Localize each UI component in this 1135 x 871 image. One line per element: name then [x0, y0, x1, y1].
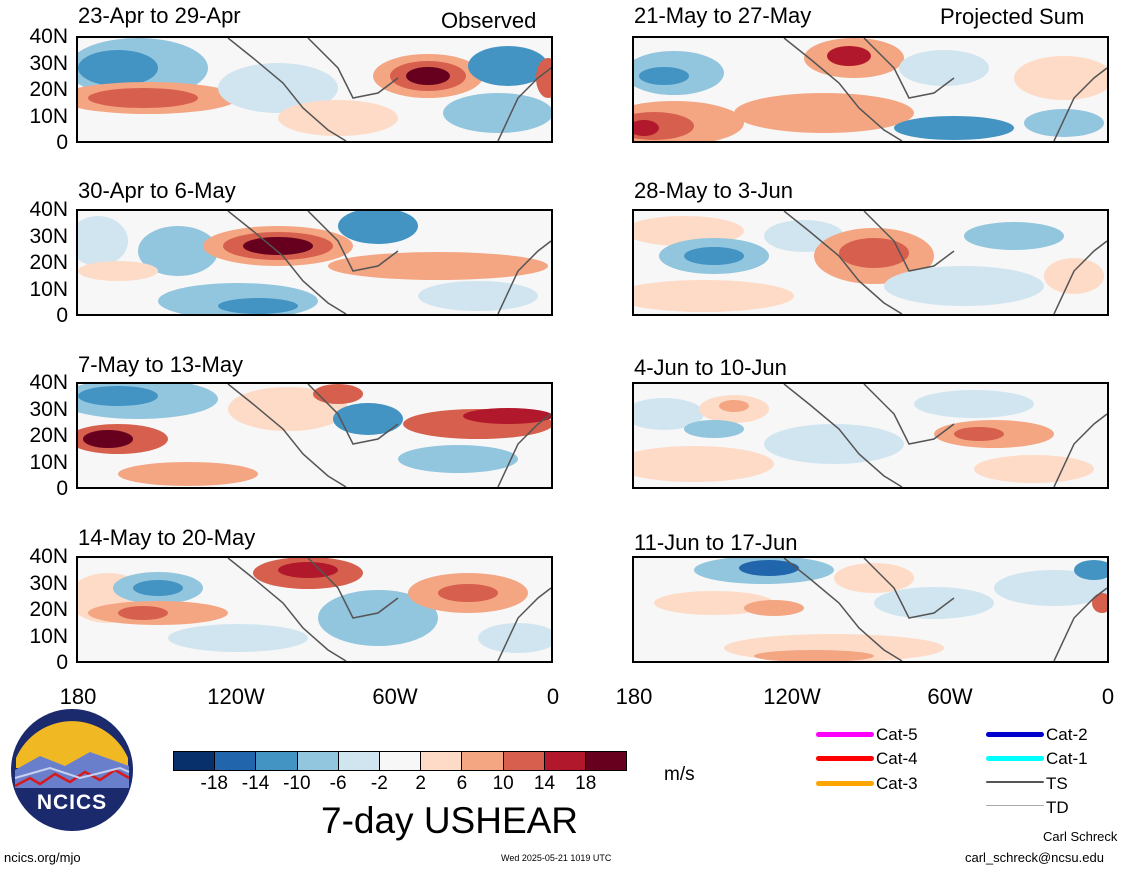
ncics-logo: NCICS — [10, 708, 134, 832]
map-panel-observed-4 — [76, 556, 553, 663]
y-tick-row2-4: 0 — [56, 304, 68, 327]
y-tick-row4-0: 40N — [29, 545, 68, 568]
legend-label-ts: TS — [1046, 774, 1068, 793]
author-name: Carl Schreck — [1043, 829, 1118, 844]
y-tick-row4-4: 0 — [56, 651, 68, 674]
colorbar-label-4: -2 — [370, 773, 388, 794]
y-tick-row4-1: 30N — [29, 571, 68, 595]
colorbar-swatch-10 — [585, 752, 627, 770]
colorbar-label-3: -6 — [329, 773, 347, 794]
map-panel-projected-1 — [632, 36, 1109, 143]
colorbar-swatch-0 — [174, 752, 216, 770]
y-tick-row3-1: 30N — [29, 397, 68, 421]
colorbar-swatch-5 — [379, 752, 422, 770]
colorbar-swatch-9 — [544, 752, 586, 770]
legend-line-cat-5 — [816, 732, 874, 737]
observed-label: Observed — [441, 8, 537, 33]
source-url[interactable]: ncics.org/mjo — [4, 850, 81, 865]
colorbar-swatch-2 — [256, 752, 298, 770]
x-tick-right-0: 0 — [1101, 684, 1115, 709]
y-tick-row3-3: 10N — [29, 450, 68, 474]
map-panel-projected-2 — [632, 209, 1109, 316]
map-panel-projected-4 — [632, 556, 1109, 663]
y-tick-row3-2: 20N — [29, 424, 68, 447]
colorbar-label-2: -10 — [283, 773, 311, 794]
map-panel-observed-1 — [76, 36, 553, 143]
map-panel-observed-2 — [76, 209, 553, 316]
panel-title-observed-1: 23-Apr to 29-Apr — [78, 3, 241, 28]
x-tick-right-180: 180 — [615, 684, 653, 709]
legend-line-cat-1 — [986, 756, 1044, 761]
y-tick-row2-3: 10N — [29, 277, 68, 301]
y-tick-row4-3: 10N — [29, 624, 68, 648]
panel-title-observed-4: 14-May to 20-May — [78, 525, 256, 550]
panel-title-observed-2: 30-Apr to 6-May — [78, 178, 236, 203]
y-tick-row2-1: 30N — [29, 224, 68, 248]
colorbar-unit: m/s — [664, 764, 695, 785]
y-tick-row3-0: 40N — [29, 371, 68, 394]
legend-line-td — [986, 805, 1044, 806]
y-tick-row1-1: 30N — [29, 51, 68, 75]
y-tick-row1-3: 10N — [29, 104, 68, 128]
legend-label-cat-5: Cat-5 — [876, 725, 918, 744]
legend-line-cat-4 — [816, 756, 874, 761]
x-tick-left-0: 0 — [546, 684, 560, 709]
legend-label-td: TD — [1046, 798, 1069, 817]
legend-line-cat-3 — [816, 781, 874, 786]
projected-sum-label: Projected Sum — [940, 4, 1085, 29]
colorbar-label-8: 14 — [533, 773, 556, 794]
colorbar-label-7: 10 — [492, 773, 514, 794]
legend-line-cat-2 — [986, 732, 1044, 737]
y-tick-row1-0: 40N — [29, 25, 68, 48]
x-tick-left-120w: 120W — [207, 684, 265, 709]
colorbar-swatch-3 — [297, 752, 339, 770]
panel-title-projected-3: 4-Jun to 10-Jun — [634, 355, 787, 380]
colorbar-label-9: 18 — [575, 773, 597, 794]
y-tick-row2-2: 20N — [29, 251, 68, 274]
colorbar-swatch-6 — [421, 752, 463, 770]
colorbar-label-5: 2 — [415, 773, 426, 794]
panel-title-projected-4: 11-Jun to 17-Jun — [634, 530, 798, 555]
colorbar-label-0: -18 — [200, 773, 228, 794]
map-panel-projected-3 — [632, 382, 1109, 489]
logo-text: NCICS — [36, 791, 108, 814]
panel-title-projected-2: 28-May to 3-Jun — [634, 178, 793, 203]
y-tick-row1-2: 20N — [29, 78, 68, 101]
colorbar-swatch-7 — [462, 752, 504, 770]
chart-title: 7-day USHEAR — [321, 800, 579, 841]
author-email[interactable]: carl_schreck@ncsu.edu — [965, 850, 1104, 865]
legend-label-cat-1: Cat-1 — [1046, 749, 1088, 768]
legend-label-cat-4: Cat-4 — [876, 749, 918, 768]
y-tick-row3-4: 0 — [56, 477, 68, 500]
x-tick-left-60w: 60W — [372, 684, 418, 709]
colorbar-label-6: 6 — [456, 773, 468, 794]
x-tick-right-120w: 120W — [763, 684, 821, 709]
map-panel-observed-3 — [76, 382, 553, 489]
legend-line-ts — [986, 781, 1044, 783]
colorbar-swatch-8 — [503, 752, 545, 770]
colorbar-swatch-4 — [338, 752, 380, 770]
legend-label-cat-3: Cat-3 — [876, 774, 918, 793]
timestamp: Wed 2025-05-21 1019 UTC — [501, 853, 612, 863]
colorbar — [173, 751, 627, 771]
y-tick-row4-2: 20N — [29, 598, 68, 621]
colorbar-label-1: -14 — [241, 773, 270, 794]
panel-title-observed-3: 7-May to 13-May — [78, 352, 244, 377]
x-tick-left-180: 180 — [59, 684, 97, 709]
x-tick-right-60w: 60W — [927, 684, 973, 709]
colorbar-swatch-1 — [215, 752, 257, 770]
legend-label-cat-2: Cat-2 — [1046, 725, 1088, 744]
y-tick-row1-4: 0 — [56, 131, 68, 154]
y-tick-row2-0: 40N — [29, 198, 68, 221]
panel-title-projected-1: 21-May to 27-May — [634, 3, 812, 28]
